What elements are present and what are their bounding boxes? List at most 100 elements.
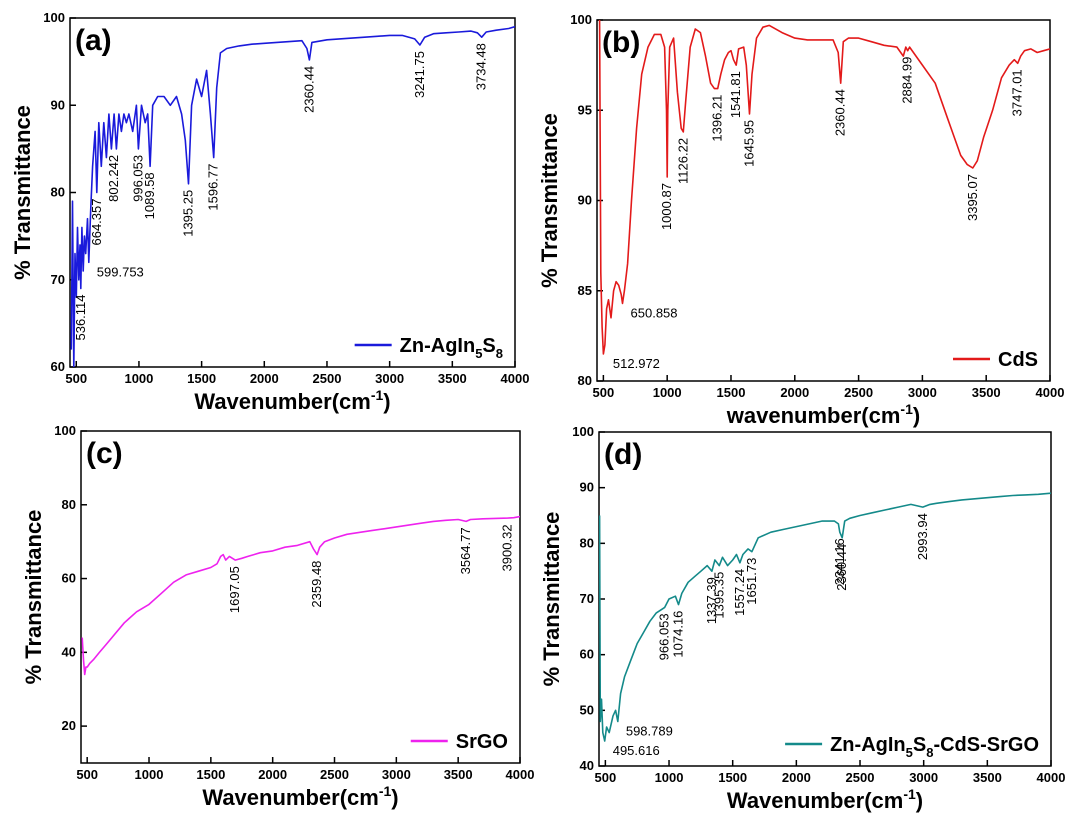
peak-label: 1074.16 [670,611,685,658]
x-axis-title-main: Wavenumber(cm [727,788,903,813]
peak-label: 2359.48 [309,561,324,608]
x-axis-title: Wavenumber(cm-1) [727,786,923,813]
peak-label: 1089.58 [142,172,157,219]
peak-label: 1395.35 [711,572,726,619]
peak-label: 2360.44 [833,89,848,136]
peak-label: 996.053 [130,155,145,202]
peak-label: 495.616 [613,743,660,758]
x-axis-title-end: ) [391,785,398,810]
spectrum-line [598,20,1050,355]
x-tick-label: 500 [593,385,615,400]
peak-label: 1596.77 [206,164,221,211]
peak-label: 1697.05 [227,566,242,613]
y-tick-label: 50 [580,702,594,717]
x-axis-title-sup: -1 [903,786,916,802]
y-tick-label: 70 [51,272,65,287]
x-tick-label: 4000 [1037,770,1066,785]
x-tick-label: 1500 [196,767,225,782]
panel-c: 500 1000 1500 2000 2500 3000 3500 4000 20 40 60 80 1… [21,423,534,810]
legend-sub: 8 [496,346,503,361]
x-axis-title-end: ) [383,389,390,414]
y-tick-label: 100 [570,12,592,27]
panel-b: 500 1000 1500 2000 2500 3000 3500 4000 80 85 90 95 1… [537,12,1064,428]
peak-label: 1396.21 [710,95,725,142]
x-tick-label: 2500 [320,767,349,782]
y-tick-label: 100 [54,423,76,438]
peak-label: 650.858 [631,305,678,320]
peak-label: 3747.01 [1010,69,1025,116]
x-tick-label: 500 [595,770,617,785]
x-tick-label: 1000 [135,767,164,782]
legend-label: Zn-AgIn5S8 [400,335,503,361]
peak-label: 2884.99 [900,57,915,104]
peak-label: 536.114 [73,294,88,340]
x-tick-label: 2000 [780,385,809,400]
x-tick-label: 500 [65,371,87,386]
y-axis-title: % Transmittance [10,105,35,280]
panel-label: (b) [602,26,640,59]
legend-text-main: Zn-AgIn [400,335,476,357]
y-tick-label: 85 [578,283,592,298]
x-tick-label: 2500 [844,385,873,400]
plot-frame [598,431,1052,767]
spectrum-line [81,515,520,676]
peak-label: 3734.48 [474,43,489,90]
y-tick-label: 80 [51,185,65,200]
y-tick-label: 100 [572,424,594,439]
legend-text-main: CdS [998,349,1038,371]
peak-label: 2993.94 [915,513,930,560]
x-axis-title-main: wavenumber(cm [726,403,901,428]
y-tick-label: 60 [580,647,594,662]
panel-label: (a) [75,24,112,57]
x-tick-label: 500 [76,767,98,782]
y-axis-title: % Transmittance [21,510,46,685]
legend-text-end: -CdS-SrGO [933,734,1039,756]
x-tick-label: 3500 [438,371,467,386]
x-tick-label: 4000 [501,371,530,386]
peak-label: 598.789 [626,723,673,738]
x-tick-label: 3500 [973,770,1002,785]
spectrum-line [599,492,1051,742]
peak-label: 2360.44 [301,66,316,113]
legend-text-main: SrGO [456,731,508,753]
y-tick-label: 20 [62,718,76,733]
y-axis-title: % Transmittance [539,512,564,687]
panel-label: (d) [604,438,642,471]
y-tick-label: 80 [578,373,592,388]
x-axis-title-main: Wavenumber(cm [194,389,370,414]
legend-sub: 5 [906,745,913,760]
y-tick-label: 70 [580,591,594,606]
x-axis-title-main: Wavenumber(cm [202,785,378,810]
x-tick-label: 2500 [313,371,342,386]
x-axis-title-end: ) [916,788,923,813]
x-axis-title: Wavenumber(cm-1) [202,783,398,810]
legend-text-main: Zn-AgIn [830,734,906,756]
peak-label: 2360.44 [834,544,849,591]
legend-label: Zn-AgIn5S8-CdS-SrGO [830,734,1039,760]
y-tick-label: 40 [62,644,76,659]
y-tick-label: 100 [43,10,65,25]
x-tick-label: 3000 [375,371,404,386]
x-tick-label: 2000 [250,371,279,386]
peak-label: 3241.75 [412,51,427,98]
x-tick-label: 3500 [972,385,1001,400]
peak-label: 664.357 [89,199,104,246]
x-tick-label: 1000 [653,385,682,400]
legend-sub: 8 [926,745,933,760]
x-tick-label: 1500 [187,371,216,386]
panel-d: 500 1000 1500 2000 2500 3000 3500 4000 40 50 60 70 8… [539,424,1065,813]
y-tick-label: 80 [62,497,76,512]
peak-label: 1126.22 [675,138,690,184]
peak-label: 1541.81 [728,71,743,118]
x-tick-label: 3000 [382,767,411,782]
y-tick-label: 90 [580,480,594,495]
peak-label: 1557.24 [732,569,747,616]
peak-label: 3900.32 [500,524,515,571]
peak-label: 1000.87 [659,183,674,230]
y-axis-title: % Transmittance [537,113,562,288]
y-tick-label: 90 [578,193,592,208]
legend-label: CdS [998,349,1038,371]
legend-sub: 5 [475,346,482,361]
legend-label: SrGO [456,731,508,753]
x-axis-title-sup: -1 [900,401,913,417]
